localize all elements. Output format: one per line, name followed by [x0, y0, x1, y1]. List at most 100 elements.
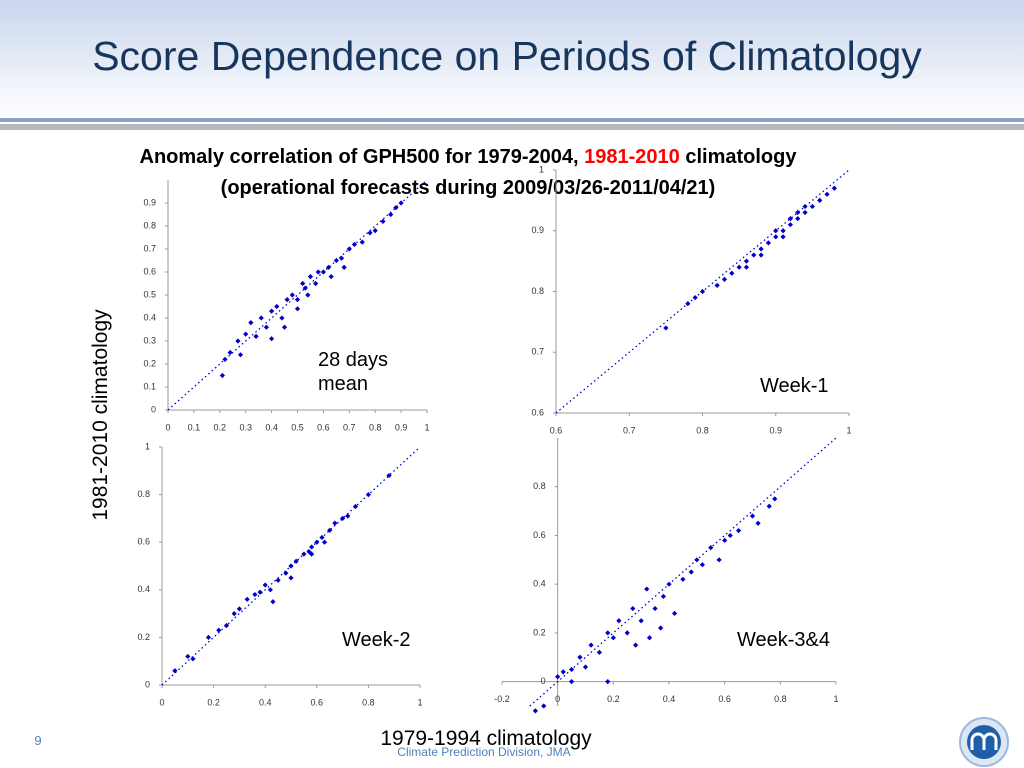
x-tick-label: 0.8 — [362, 697, 375, 707]
x-axis-label: 1979-1994 climatology — [380, 727, 592, 750]
y-tick-label: 0.4 — [143, 312, 156, 322]
data-point — [735, 527, 742, 534]
data-point — [398, 200, 404, 206]
data-point — [270, 599, 276, 605]
x-tick-label: 0.6 — [550, 425, 563, 435]
data-point — [321, 539, 328, 545]
data-point — [345, 513, 351, 519]
scatter-chart: 0 0.1 0.2 0.3 0.4 0.5 0.6 0.7 0.8 0.9 0 0.1 0.2 0.3 0.… — [143, 179, 430, 432]
data-point — [605, 630, 611, 636]
data-point — [795, 216, 801, 222]
data-point — [190, 656, 196, 662]
data-point — [393, 205, 399, 211]
y-tick-label: 0.1 — [143, 381, 156, 391]
data-point — [281, 324, 288, 330]
annotation: mean — [318, 373, 368, 395]
data-point — [332, 520, 338, 526]
data-point — [216, 627, 222, 633]
data-point — [263, 324, 270, 330]
y-tick-label: 0.7 — [143, 243, 156, 253]
x-tick-label: 0.2 — [214, 422, 227, 432]
data-point — [605, 679, 611, 685]
x-tick-label: 0.3 — [239, 422, 252, 432]
data-point — [532, 708, 538, 714]
data-point — [743, 264, 750, 270]
header-band — [0, 0, 1024, 118]
data-point — [244, 596, 250, 602]
data-point — [787, 216, 793, 222]
data-point — [269, 336, 275, 342]
y-tick-label: 0 — [541, 676, 546, 686]
scatter-chart: 0 0.2 0.4 0.6 0.8 -0.2 0 0.2 0.4 0.6 0.8 1 Week-3&4 — [494, 437, 839, 714]
x-tick-label: 0.8 — [369, 422, 382, 432]
data-point — [257, 589, 263, 595]
data-point — [582, 664, 589, 670]
data-point — [219, 372, 225, 379]
y-tick-label: 0.3 — [143, 335, 156, 345]
x-tick-label: 0.5 — [291, 422, 304, 432]
x-tick-label: 0.8 — [696, 425, 709, 435]
data-point — [663, 325, 669, 331]
data-point — [716, 557, 722, 563]
x-tick-label: 1 — [833, 694, 838, 704]
x-tick-label: 0.4 — [265, 422, 278, 432]
data-point — [269, 308, 275, 314]
data-point — [802, 209, 808, 216]
charts: 0 0.1 0.2 0.3 0.4 0.5 0.6 0.7 0.8 0.9 0 0.1 0.2 0.3 0.… — [137, 164, 852, 714]
x-tick-label: 0.4 — [663, 694, 676, 704]
x-tick-label: 0 — [159, 697, 164, 707]
data-point — [624, 630, 630, 636]
data-point — [352, 503, 359, 510]
data-point — [722, 537, 728, 543]
data-point — [327, 527, 333, 533]
y-tick-label: 0.2 — [137, 632, 150, 642]
annotation: Week-2 — [342, 629, 411, 651]
data-point — [248, 320, 254, 326]
data-point — [351, 241, 358, 247]
annotation: Week-1 — [760, 375, 829, 397]
data-point — [824, 191, 830, 197]
y-tick-label: 0.6 — [143, 266, 156, 276]
data-point — [333, 257, 339, 264]
x-tick-label: 0.2 — [207, 697, 220, 707]
data-point — [541, 703, 547, 709]
x-tick-label: 0.2 — [607, 694, 620, 704]
data-point — [236, 606, 242, 612]
data-point — [367, 230, 373, 236]
subtitle-text: climatology — [680, 146, 798, 168]
y-tick-label: 0 — [151, 404, 156, 414]
data-point — [386, 472, 392, 479]
y-tick-label: 0.4 — [137, 584, 150, 594]
data-point — [577, 654, 583, 660]
data-point — [300, 280, 306, 287]
data-point — [699, 288, 706, 295]
data-point — [708, 545, 714, 551]
y-axis-label: 1981-2010 climatology — [89, 309, 112, 521]
data-point — [380, 218, 386, 224]
x-tick-label: 0.4 — [259, 697, 272, 707]
data-point — [638, 618, 644, 624]
y-tick-label: 0.6 — [533, 530, 546, 540]
data-point — [751, 252, 757, 258]
data-point — [588, 642, 594, 648]
data-point — [359, 239, 365, 245]
data-point — [772, 496, 778, 502]
data-point — [185, 653, 191, 660]
data-point — [633, 642, 639, 648]
data-point — [743, 258, 750, 264]
data-point — [809, 203, 815, 210]
data-point — [688, 569, 694, 575]
data-point — [309, 551, 315, 557]
x-tick-label: 0.1 — [188, 422, 201, 432]
y-tick-label: 0.4 — [533, 579, 546, 589]
data-point — [305, 292, 311, 298]
subtitle-highlight: 1981-2010 — [584, 146, 680, 168]
data-point — [831, 185, 837, 191]
x-tick-label: 0.7 — [343, 422, 356, 432]
data-point — [694, 557, 700, 563]
x-tick-label: 0.6 — [317, 422, 330, 432]
y-tick-label: 0.2 — [143, 358, 156, 368]
y-tick-label: 1 — [539, 164, 544, 174]
data-point — [721, 276, 728, 282]
